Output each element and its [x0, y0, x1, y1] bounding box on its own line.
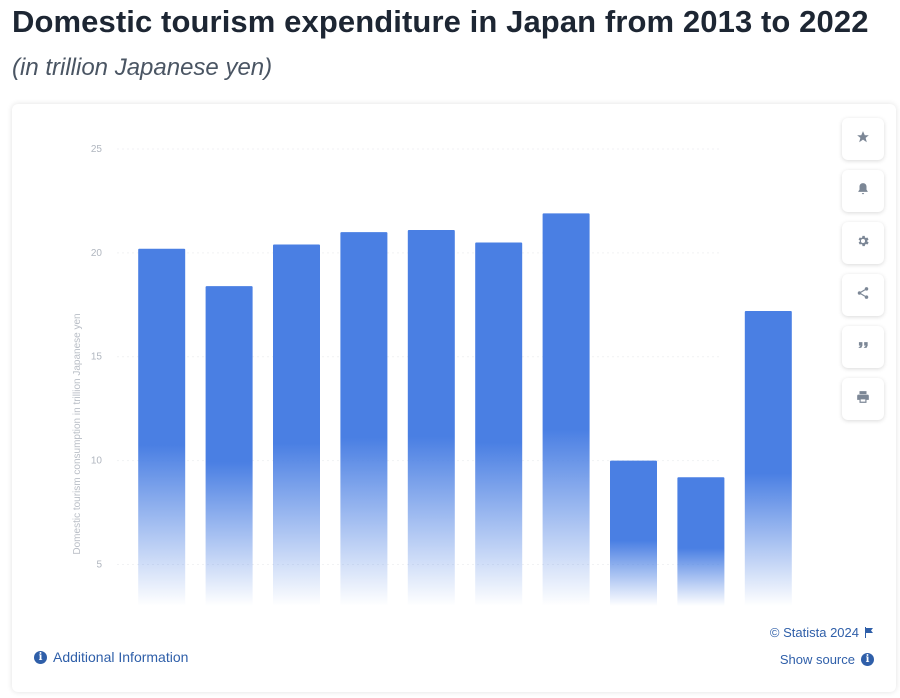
- bar-2018[interactable]: [475, 242, 523, 606]
- settings-button[interactable]: [842, 222, 884, 264]
- page-subtitle: (in trillion Japanese yen): [12, 54, 273, 81]
- cite-button[interactable]: [842, 326, 884, 368]
- additional-information-link[interactable]: i Additional Information: [34, 649, 188, 665]
- additional-information-label: Additional Information: [53, 649, 189, 665]
- info-icon: i: [34, 650, 47, 664]
- bar-2021[interactable]: [677, 477, 725, 606]
- show-source-link[interactable]: Show source i: [780, 652, 874, 667]
- gear-icon: [856, 234, 870, 253]
- y-tick-label: 20: [91, 248, 103, 259]
- bar-2019[interactable]: [542, 213, 590, 606]
- flag-icon[interactable]: [864, 627, 874, 638]
- favorite-button[interactable]: [842, 118, 884, 160]
- y-axis-label: Domestic tourism consumption in trillion…: [72, 313, 83, 554]
- star-icon: [856, 130, 870, 149]
- y-tick-label: 10: [91, 456, 103, 467]
- y-tick-label: 5: [96, 559, 102, 570]
- y-tick-label: 25: [91, 144, 103, 155]
- bar-chart: 5 10 15 20 25 Domestic tourism consumption i…: [72, 144, 792, 606]
- share-button[interactable]: [842, 274, 884, 316]
- bar-2015[interactable]: [273, 244, 320, 606]
- quote-icon: [856, 338, 870, 357]
- print-button[interactable]: [842, 378, 884, 420]
- info-icon: i: [861, 653, 874, 666]
- bar-2013[interactable]: [138, 248, 186, 606]
- show-source-label: Show source: [779, 652, 855, 667]
- page-title: Domestic tourism expenditure in Japan fr…: [12, 4, 869, 39]
- copyright: © Statista 2024: [770, 625, 874, 640]
- share-icon: [856, 286, 870, 305]
- notification-button[interactable]: [842, 170, 884, 212]
- bar-2014[interactable]: [205, 286, 253, 606]
- bar-2022[interactable]: [744, 311, 792, 606]
- y-tick-label: 15: [91, 352, 103, 363]
- bar-2017[interactable]: [407, 230, 455, 606]
- copyright-text: © Statista 2024: [769, 625, 859, 640]
- printer-icon: [856, 390, 870, 409]
- bell-icon: [856, 182, 870, 201]
- bar-2016[interactable]: [340, 232, 388, 606]
- chart-card: 5 10 15 20 25 Domestic tourism consumption i…: [12, 104, 896, 692]
- bar-2020[interactable]: [610, 460, 657, 606]
